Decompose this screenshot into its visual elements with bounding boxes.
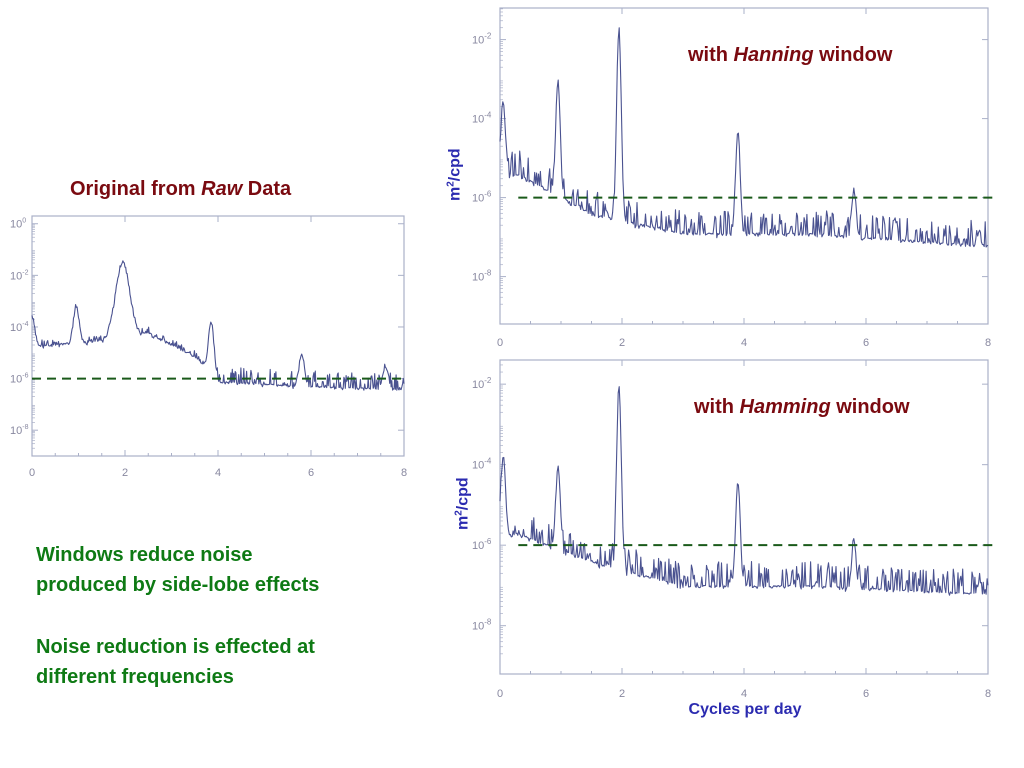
hamming-spectrum-line	[499, 386, 989, 596]
y-tick-label: 10-8	[10, 424, 29, 437]
raw-chart-title: Original from Raw Data	[70, 178, 291, 201]
y-tick-label: 10-6	[10, 373, 29, 386]
raw-chart: 0 2 4 6 8 100 10-2 10-4 10-6 10-8	[10, 215, 407, 479]
x-tick-label: 6	[863, 337, 869, 349]
x-tick-label: 4	[741, 688, 747, 700]
y-tick-label: 10-4	[472, 111, 492, 126]
raw-title-emphasis: Raw	[201, 178, 243, 200]
x-tick-label: 0	[497, 688, 503, 700]
note-frequencies: Noise reduction is effected at different…	[36, 632, 416, 692]
y-tick-label: 10-8	[472, 618, 492, 633]
y-tick-label: 10-4	[472, 457, 492, 472]
hamming-plot-frame	[499, 359, 989, 675]
y-tick-label: 10-2	[472, 376, 492, 391]
note-line: different frequencies	[36, 666, 234, 688]
hamming-chart: 0 2 4 6 8 10-2 10-4 10-6 10-8	[472, 359, 998, 700]
x-tick-label: 6	[308, 467, 314, 479]
hamming-title-emphasis: Hamming	[739, 396, 831, 418]
raw-title-suffix: Data	[242, 178, 292, 200]
x-tick-label: 4	[215, 467, 221, 479]
note-line: Noise reduction is effected at	[36, 636, 315, 658]
hamming-title-suffix: window	[830, 396, 910, 418]
hanning-chart: 0 2 4 6 8 10-2 10-4 10-6 10-8	[472, 7, 998, 349]
hanning-title-suffix: window	[813, 44, 893, 66]
note-side-lobe: Windows reduce noise produced by side-lo…	[36, 540, 416, 600]
y-tick-label: 100	[10, 218, 26, 231]
x-tick-label: 8	[985, 688, 991, 700]
x-tick-label: 2	[619, 337, 625, 349]
hanning-chart-title: with Hanning window	[688, 44, 892, 67]
x-tick-label: 8	[401, 467, 407, 479]
y-tick-label: 10-6	[472, 190, 492, 205]
x-tick-label: 6	[863, 688, 869, 700]
hanning-title-emphasis: Hanning	[733, 44, 814, 66]
raw-title-prefix: Original from	[70, 178, 202, 200]
hamming-title-prefix: with	[694, 396, 740, 418]
x-tick-label: 0	[29, 467, 35, 479]
y-tick-label: 10-4	[10, 321, 29, 334]
raw-plot-frame	[31, 215, 405, 457]
x-axis-label: Cycles per day	[688, 701, 802, 718]
y-tick-label: 10-6	[472, 537, 492, 552]
hanning-spectrum-line	[499, 27, 989, 248]
x-tick-label: 2	[619, 688, 625, 700]
y-tick-label: 10-2	[472, 32, 492, 47]
hamming-chart-title: with Hamming window	[694, 396, 910, 419]
x-tick-label: 2	[122, 467, 128, 479]
y-tick-label: 10-8	[472, 269, 492, 284]
y-tick-label: 10-2	[10, 269, 29, 282]
x-tick-label: 0	[497, 337, 503, 349]
note-line: Windows reduce noise	[36, 544, 253, 566]
x-tick-label: 8	[985, 337, 991, 349]
raw-spectrum-line	[31, 260, 405, 391]
hanning-title-prefix: with	[688, 44, 734, 66]
x-tick-label: 4	[741, 337, 747, 349]
note-line: produced by side-lobe effects	[36, 574, 320, 596]
hanning-plot-frame	[499, 7, 989, 325]
